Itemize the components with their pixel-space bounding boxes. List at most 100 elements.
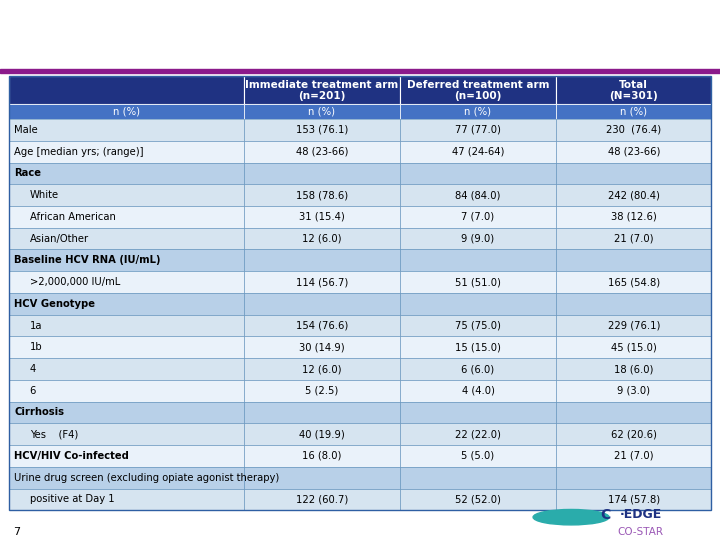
- Bar: [400, 445, 556, 467]
- Bar: [9, 293, 244, 315]
- Bar: [400, 315, 556, 336]
- Text: 1a: 1a: [30, 321, 42, 330]
- Text: Cirrhosis: Cirrhosis: [14, 408, 64, 417]
- Bar: [556, 141, 711, 163]
- Text: 230  (76.4): 230 (76.4): [606, 125, 661, 135]
- Bar: [556, 249, 711, 271]
- Bar: [556, 445, 711, 467]
- Bar: [556, 206, 711, 228]
- Text: 4: 4: [30, 364, 36, 374]
- Text: ·EDGE: ·EDGE: [619, 508, 662, 521]
- Text: (n=100): (n=100): [454, 91, 502, 101]
- Bar: [400, 467, 556, 489]
- Bar: [244, 293, 400, 315]
- Bar: [400, 228, 556, 249]
- Bar: [9, 163, 244, 184]
- Text: 9 (3.0): 9 (3.0): [617, 386, 650, 396]
- Text: n (%): n (%): [620, 106, 647, 117]
- Text: 62 (20.6): 62 (20.6): [611, 429, 657, 439]
- Text: San Francisco: San Francisco: [637, 35, 709, 44]
- Bar: [244, 104, 400, 119]
- Text: 6 (6.0): 6 (6.0): [462, 364, 495, 374]
- Bar: [400, 336, 556, 358]
- Text: n (%): n (%): [308, 106, 336, 117]
- Text: 21 (7.0): 21 (7.0): [614, 451, 654, 461]
- Text: 22 (22.0): 22 (22.0): [455, 429, 501, 439]
- Text: Yes    (F4): Yes (F4): [30, 429, 78, 439]
- Bar: [556, 293, 711, 315]
- Text: 114 (56.7): 114 (56.7): [296, 277, 348, 287]
- Text: Age [median yrs; (range)]: Age [median yrs; (range)]: [14, 147, 144, 157]
- Bar: [9, 336, 244, 358]
- Text: African American: African American: [30, 212, 116, 222]
- Bar: [9, 423, 244, 445]
- Bar: [556, 76, 711, 104]
- Bar: [400, 206, 556, 228]
- Text: Urine drug screen (excluding opiate agonist therapy): Urine drug screen (excluding opiate agon…: [14, 472, 279, 483]
- Text: DEMOGRAPHICS: DEMOGRAPHICS: [16, 18, 232, 43]
- Bar: [9, 315, 244, 336]
- Bar: [400, 489, 556, 510]
- Bar: [9, 489, 244, 510]
- Text: 154 (76.6): 154 (76.6): [296, 321, 348, 330]
- Text: 30 (14.9): 30 (14.9): [300, 342, 345, 352]
- Bar: [400, 104, 556, 119]
- Bar: [400, 358, 556, 380]
- Text: 242 (80.4): 242 (80.4): [608, 190, 660, 200]
- Text: 38 (12.6): 38 (12.6): [611, 212, 657, 222]
- Text: 5 (2.5): 5 (2.5): [305, 386, 338, 396]
- Bar: [9, 184, 244, 206]
- Text: 158 (78.6): 158 (78.6): [296, 190, 348, 200]
- Text: 165 (54.8): 165 (54.8): [608, 277, 660, 287]
- Text: HCV/HIV Co-infected: HCV/HIV Co-infected: [14, 451, 129, 461]
- Text: 7: 7: [13, 527, 20, 537]
- Text: (N=301): (N=301): [609, 91, 658, 101]
- Text: Immediate treatment arm: Immediate treatment arm: [246, 80, 399, 91]
- Bar: [244, 489, 400, 510]
- Text: n (%): n (%): [464, 106, 492, 117]
- Bar: [400, 249, 556, 271]
- Text: 21 (7.0): 21 (7.0): [614, 234, 654, 244]
- Bar: [0, 69, 720, 73]
- Text: 77 (77.0): 77 (77.0): [455, 125, 501, 135]
- Bar: [400, 402, 556, 423]
- Bar: [244, 271, 400, 293]
- Text: 4 (4.0): 4 (4.0): [462, 386, 495, 396]
- Text: 6: 6: [30, 386, 36, 396]
- Bar: [244, 380, 400, 402]
- Bar: [556, 402, 711, 423]
- Text: positive at Day 1: positive at Day 1: [30, 495, 114, 504]
- Bar: [244, 228, 400, 249]
- Text: 51 (51.0): 51 (51.0): [455, 277, 501, 287]
- Bar: [244, 141, 400, 163]
- Bar: [9, 380, 244, 402]
- Bar: [9, 271, 244, 293]
- Text: 18 (6.0): 18 (6.0): [614, 364, 653, 374]
- Text: White: White: [30, 190, 59, 200]
- Bar: [556, 119, 711, 141]
- Bar: [244, 358, 400, 380]
- Bar: [556, 315, 711, 336]
- Text: 52 (52.0): 52 (52.0): [455, 495, 501, 504]
- Text: 153 (76.1): 153 (76.1): [296, 125, 348, 135]
- Text: 47 (24-64): 47 (24-64): [452, 147, 504, 157]
- Bar: [400, 76, 556, 104]
- Text: 9 (9.0): 9 (9.0): [462, 234, 495, 244]
- Bar: [244, 402, 400, 423]
- Text: Asian/Other: Asian/Other: [30, 234, 89, 244]
- Bar: [9, 402, 244, 423]
- Bar: [400, 184, 556, 206]
- Bar: [556, 358, 711, 380]
- Text: n (%): n (%): [113, 106, 140, 117]
- Bar: [556, 228, 711, 249]
- Bar: [556, 271, 711, 293]
- Text: CO-STAR: CO-STAR: [618, 527, 664, 537]
- Text: (n=201): (n=201): [298, 91, 346, 101]
- Text: >2,000,000 IU/mL: >2,000,000 IU/mL: [30, 277, 120, 287]
- Text: AASLD 2015: AASLD 2015: [644, 11, 709, 21]
- Bar: [244, 336, 400, 358]
- Bar: [244, 206, 400, 228]
- Bar: [9, 119, 244, 141]
- Bar: [9, 467, 244, 489]
- Text: 15 (15.0): 15 (15.0): [455, 342, 501, 352]
